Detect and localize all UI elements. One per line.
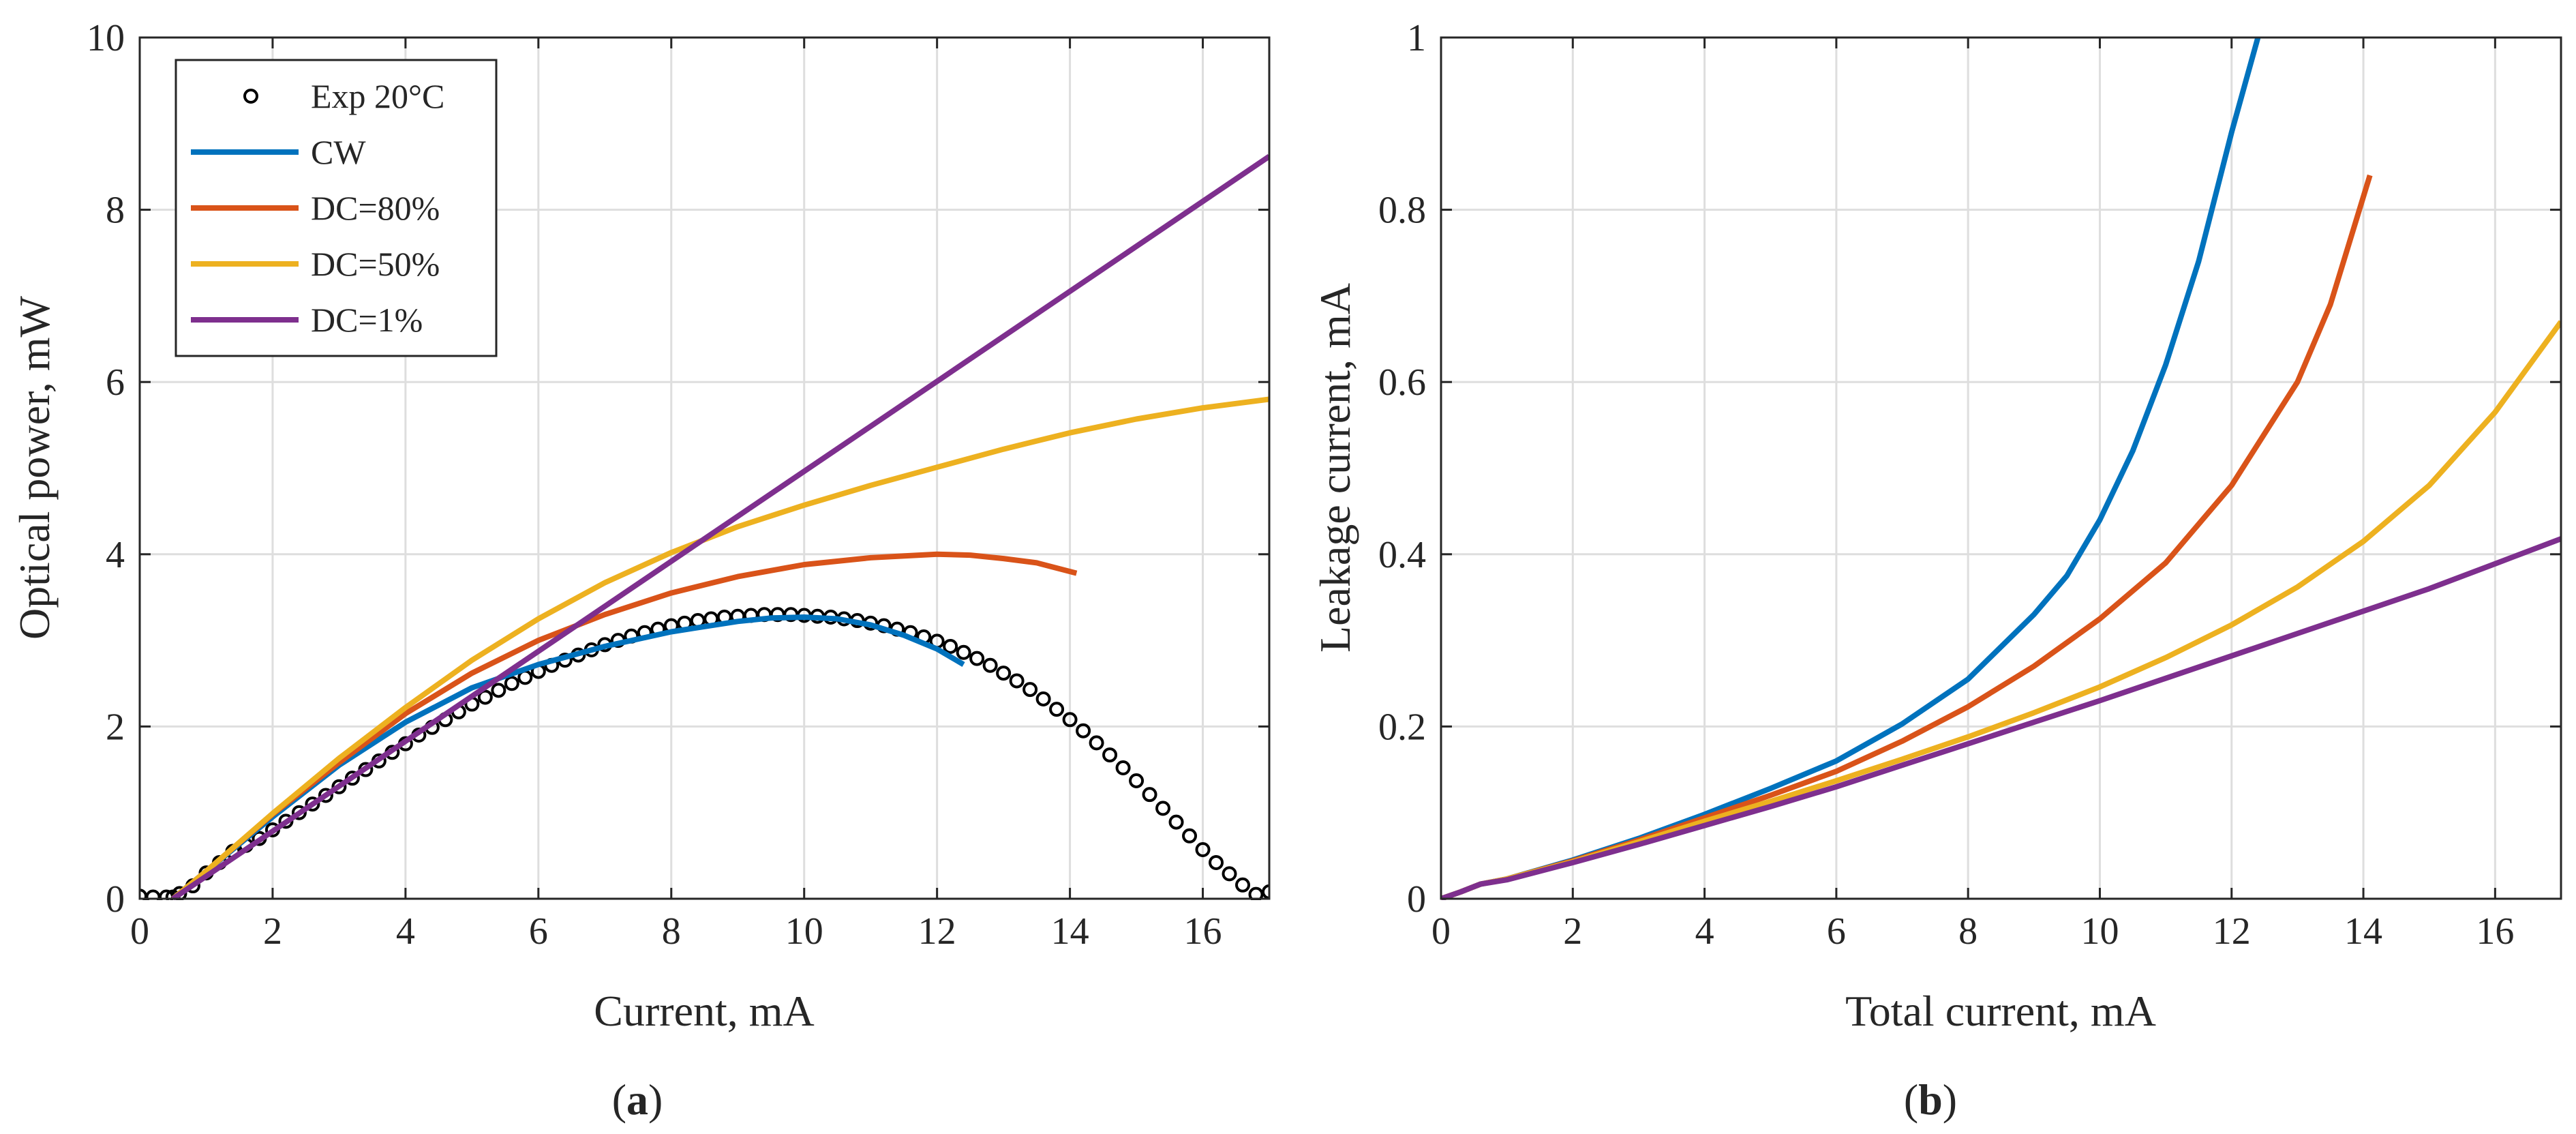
data-point (1248, 886, 1264, 900)
x-tick-label: 10 (785, 910, 823, 953)
x-axis-label: Total current, mA (1845, 987, 2156, 1035)
data-point (969, 651, 985, 666)
x-tick-label: 10 (2080, 910, 2119, 953)
y-axis-label: Leakage current, mA (1311, 283, 1359, 653)
series-line-dc-1- (171, 153, 1269, 900)
y-tick-label: 10 (87, 17, 125, 59)
data-point (1262, 884, 1269, 899)
data-point (982, 657, 998, 673)
data-point (1235, 877, 1251, 893)
data-point (491, 683, 506, 698)
y-tick-label: 0.2 (1378, 706, 1426, 748)
legend-item: DC=50% (191, 245, 440, 283)
panel-label-paren: ( (612, 1075, 626, 1124)
y-tick-label: 0.4 (1378, 534, 1426, 576)
data-point (1142, 787, 1157, 803)
data-point (1089, 735, 1104, 751)
y-tick-label: 4 (106, 534, 125, 576)
x-tick-label: 6 (529, 910, 548, 953)
legend-item: DC=1% (191, 301, 423, 339)
x-tick-label: 2 (263, 910, 282, 953)
data-point (1168, 814, 1184, 830)
data-point (1049, 702, 1065, 717)
data-point (504, 676, 519, 691)
data-point (1076, 723, 1091, 738)
y-tick-label: 0.8 (1378, 190, 1426, 232)
data-point (956, 644, 971, 660)
data-point (1062, 712, 1078, 728)
panel-label: (b) (1904, 1075, 1957, 1124)
legend-label: Exp 20°C (311, 77, 444, 115)
axes-frame (138, 36, 1271, 900)
legend: Exp 20°C CW DC=80% DC=50% DC=1% (175, 59, 498, 357)
legend-item: CW (191, 133, 366, 171)
x-tick-label: 4 (1695, 910, 1714, 953)
x-tick-label: 16 (1184, 910, 1222, 953)
data-point (305, 796, 320, 812)
data-point (318, 788, 333, 803)
legend-label: DC=50% (311, 245, 440, 283)
data-point (1022, 682, 1038, 698)
data-layer (1441, 36, 2561, 900)
data-point (1102, 747, 1118, 763)
data-point (1035, 691, 1051, 706)
panel-label-paren: ) (1943, 1075, 1957, 1124)
x-tick-label: 4 (396, 910, 415, 953)
data-point (1155, 801, 1171, 816)
panel-label-paren: ) (648, 1075, 663, 1124)
data-layer (140, 153, 1269, 900)
y-tick-label: 0.6 (1378, 361, 1426, 404)
legend-label: DC=80% (311, 189, 440, 227)
data-point (477, 689, 493, 705)
data-point (943, 638, 958, 654)
y-tick-label: 0 (106, 878, 125, 921)
y-tick-label: 8 (106, 190, 125, 232)
y-tick-label: 0 (1407, 878, 1426, 921)
data-point (996, 666, 1012, 681)
x-tick-label: 0 (130, 910, 149, 953)
legend-label: CW (311, 133, 366, 171)
chart-panel-a: 0 2 4 6 8 10 12 14 16 0 2 4 6 8 10 Current, mA Optical p… (10, 17, 1271, 1124)
x-tick-label: 12 (2213, 910, 2251, 953)
y-tick-label: 6 (106, 361, 125, 404)
panel-label: (a) (612, 1075, 663, 1124)
legend-label: DC=1% (311, 301, 423, 339)
x-axis-label: Current, mA (594, 987, 815, 1035)
y-tick-label: 2 (106, 706, 125, 748)
data-point (1129, 773, 1145, 788)
legend-marker (243, 89, 258, 104)
legend-item: DC=80% (191, 189, 440, 227)
x-tick-label: 8 (1958, 910, 1978, 953)
data-point (291, 805, 307, 820)
x-tick-label: 16 (2476, 910, 2514, 953)
x-tick-label: 8 (662, 910, 681, 953)
data-point (1182, 828, 1198, 844)
series-line-dc-1- (1441, 536, 2561, 900)
data-point (1209, 854, 1224, 870)
legend-item: Exp 20°C (243, 77, 444, 115)
y-tick-label: 1 (1407, 17, 1426, 59)
x-tick-label: 14 (2344, 910, 2382, 953)
x-tick-label: 12 (918, 910, 956, 953)
data-point (1222, 866, 1237, 882)
x-tick-label: 6 (1827, 910, 1846, 953)
chart-panel-b: 0 2 4 6 8 10 12 14 16 0 0.2 0.4 0.6 0.8 1 Total current… (1311, 17, 2562, 1124)
panel-label-letter: a (626, 1075, 648, 1124)
axes-frame (1440, 36, 2562, 900)
data-point (331, 779, 347, 794)
data-point (1115, 760, 1131, 776)
x-tick-label: 14 (1051, 910, 1089, 953)
data-point (1009, 673, 1025, 689)
x-tick-label: 2 (1563, 910, 1582, 953)
x-tick-label: 0 (1431, 910, 1451, 953)
plot-area (1441, 38, 2561, 899)
panel-label-letter: b (1918, 1075, 1943, 1124)
data-point (1195, 842, 1211, 858)
panel-label-paren: ( (1904, 1075, 1918, 1124)
y-axis-label: Optical power, mW (10, 295, 59, 640)
